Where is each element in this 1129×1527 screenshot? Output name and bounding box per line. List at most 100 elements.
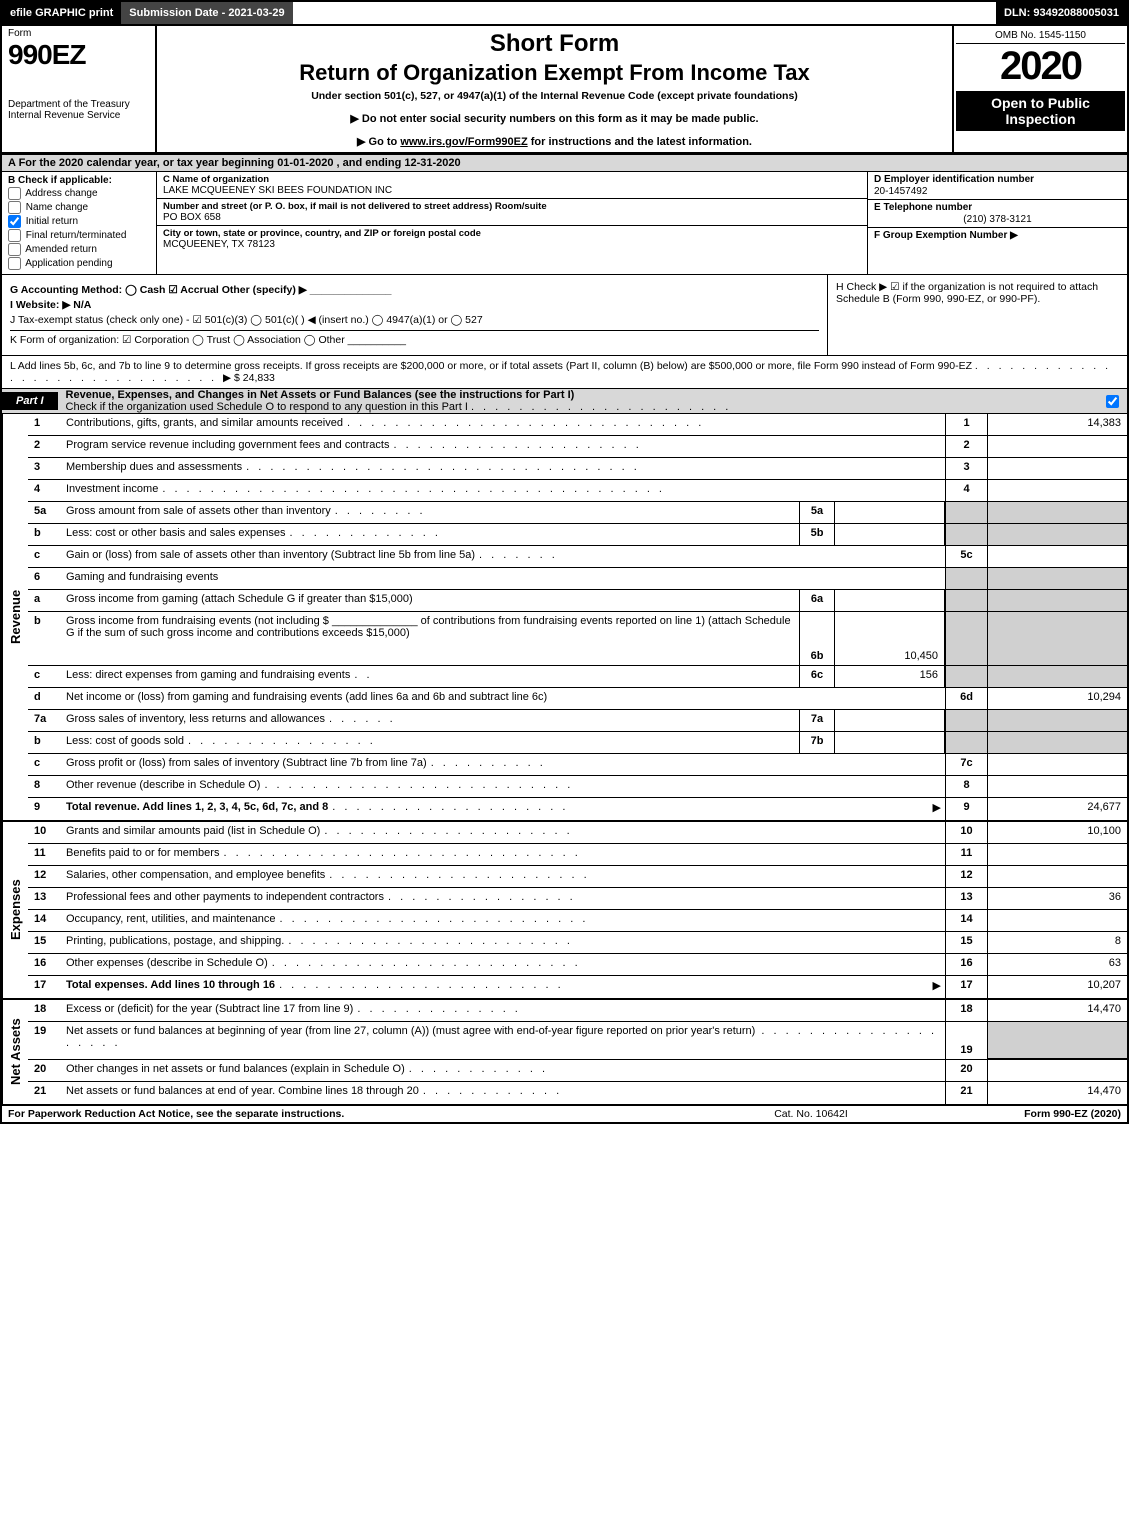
c-city-label: City or town, state or province, country…: [163, 228, 861, 239]
omb-number: OMB No. 1545-1150: [956, 28, 1125, 44]
note2-pre: ▶ Go to: [357, 136, 400, 148]
part1-subtitle: Check if the organization used Schedule …: [66, 401, 468, 413]
row-8: 8Other revenue (describe in Schedule O).…: [28, 776, 1127, 798]
arrow-icon: ▶: [933, 801, 941, 817]
row-20: 20Other changes in net assets or fund ba…: [28, 1060, 1127, 1082]
revenue-section: Revenue 1Contributions, gifts, grants, a…: [0, 414, 1129, 822]
col-def: D Employer identification number 20-1457…: [867, 172, 1127, 274]
b-label: B Check if applicable:: [8, 175, 150, 186]
net-assets-side-label: Net Assets: [2, 1000, 28, 1104]
row-6b: bGross income from fundraising events (n…: [28, 612, 1127, 666]
org-city: MCQUEENEY, TX 78123: [163, 239, 861, 250]
d-ein-value: 20-1457492: [874, 186, 1121, 197]
topbar-spacer: [293, 2, 996, 24]
note2-post: for instructions and the latest informat…: [528, 136, 752, 148]
org-street: PO BOX 658: [163, 212, 861, 223]
chk-final-return[interactable]: Final return/terminated: [8, 229, 150, 242]
row-5b: bLess: cost or other basis and sales exp…: [28, 524, 1127, 546]
row-7a: 7aGross sales of inventory, less returns…: [28, 710, 1127, 732]
dln-label: DLN: 93492088005031: [996, 2, 1127, 24]
row-12: 12Salaries, other compensation, and empl…: [28, 866, 1127, 888]
arrow-icon: ▶: [933, 979, 941, 995]
instructions-link-line: ▶ Go to www.irs.gov/Form990EZ for instru…: [167, 135, 942, 148]
row-1: 1Contributions, gifts, grants, and simil…: [28, 414, 1127, 436]
line-j-tax-exempt: J Tax-exempt status (check only one) - ☑…: [10, 314, 819, 331]
form-number: 990EZ: [8, 39, 149, 71]
c-street-label: Number and street (or P. O. box, if mail…: [163, 201, 861, 212]
row-14: 14Occupancy, rent, utilities, and mainte…: [28, 910, 1127, 932]
efile-print-label[interactable]: efile GRAPHIC print: [2, 2, 121, 24]
row-7c: cGross profit or (loss) from sales of in…: [28, 754, 1127, 776]
col-b-checkboxes: B Check if applicable: Address change Na…: [2, 172, 157, 274]
expenses-section: Expenses 10Grants and similar amounts pa…: [0, 822, 1129, 1000]
return-title: Return of Organization Exempt From Incom…: [167, 60, 942, 86]
ghijk-block: G Accounting Method: ◯ Cash ☑ Accrual Ot…: [0, 275, 1129, 355]
line-h-schedule-b: H Check ▶ ☑ if the organization is not r…: [836, 281, 1119, 305]
row-3: 3Membership dues and assessments. . . . …: [28, 458, 1127, 480]
row-21: 21Net assets or fund balances at end of …: [28, 1082, 1127, 1104]
line-l-gross-receipts: L Add lines 5b, 6c, and 7b to line 9 to …: [0, 355, 1129, 388]
row-6a: aGross income from gaming (attach Schedu…: [28, 590, 1127, 612]
col-c-org-name-address: C Name of organization LAKE MCQUEENEY SK…: [157, 172, 867, 274]
part1-schedule-o-checkbox[interactable]: [1106, 395, 1121, 408]
revenue-side-label: Revenue: [2, 414, 28, 820]
chk-amended-return[interactable]: Amended return: [8, 243, 150, 256]
identity-block: B Check if applicable: Address change Na…: [0, 172, 1129, 275]
tax-year: 2020: [956, 44, 1125, 89]
org-name: LAKE MCQUEENEY SKI BEES FOUNDATION INC: [163, 185, 861, 196]
irs-link[interactable]: www.irs.gov/Form990EZ: [400, 136, 527, 148]
row-5a: 5aGross amount from sale of assets other…: [28, 502, 1127, 524]
short-form-title: Short Form: [167, 30, 942, 58]
c-name-label: C Name of organization: [163, 174, 861, 185]
chk-initial-return[interactable]: Initial return: [8, 215, 150, 228]
top-bar: efile GRAPHIC print Submission Date - 20…: [0, 0, 1129, 24]
department-label: Department of the Treasury Internal Reve…: [8, 99, 149, 121]
line-a-tax-year: A For the 2020 calendar year, or tax yea…: [0, 155, 1129, 172]
form-word: Form: [8, 28, 149, 39]
open-to-public: Open to Public Inspection: [956, 91, 1125, 131]
chk-address-change[interactable]: Address change: [8, 187, 150, 200]
row-10: 10Grants and similar amounts paid (list …: [28, 822, 1127, 844]
row-6: 6Gaming and fundraising events: [28, 568, 1127, 590]
page-footer: For Paperwork Reduction Act Notice, see …: [0, 1106, 1129, 1124]
net-assets-section: Net Assets 18Excess or (deficit) for the…: [0, 1000, 1129, 1106]
part1-header: Part I Revenue, Expenses, and Changes in…: [0, 388, 1129, 414]
row-7b: bLess: cost of goods sold. . . . . . . .…: [28, 732, 1127, 754]
row-6c: cLess: direct expenses from gaming and f…: [28, 666, 1127, 688]
row-17: 17Total expenses. Add lines 10 through 1…: [28, 976, 1127, 998]
row-18: 18Excess or (deficit) for the year (Subt…: [28, 1000, 1127, 1022]
row-11: 11Benefits paid to or for members. . . .…: [28, 844, 1127, 866]
under-section-text: Under section 501(c), 527, or 4947(a)(1)…: [167, 90, 942, 102]
footer-form-id: Form 990-EZ (2020): [921, 1108, 1121, 1120]
header-right: OMB No. 1545-1150 2020 Open to Public In…: [952, 26, 1127, 152]
line-g-accounting: G Accounting Method: ◯ Cash ☑ Accrual Ot…: [10, 284, 819, 296]
submission-date-label: Submission Date - 2021-03-29: [121, 2, 292, 24]
header-left: Form 990EZ Department of the Treasury In…: [2, 26, 157, 152]
d-ein-label: D Employer identification number: [874, 174, 1034, 185]
ssn-warning: ▶ Do not enter social security numbers o…: [167, 112, 942, 125]
row-15: 15Printing, publications, postage, and s…: [28, 932, 1127, 954]
part1-tag: Part I: [2, 392, 58, 410]
line-k-form-org: K Form of organization: ☑ Corporation ◯ …: [10, 334, 819, 346]
line-i-website: I Website: ▶ N/A: [10, 299, 819, 311]
row-16: 16Other expenses (describe in Schedule O…: [28, 954, 1127, 976]
footer-cat-no: Cat. No. 10642I: [701, 1108, 921, 1120]
chk-name-change[interactable]: Name change: [8, 201, 150, 214]
part1-title: Revenue, Expenses, and Changes in Net As…: [66, 389, 575, 401]
row-2: 2Program service revenue including gover…: [28, 436, 1127, 458]
row-6d: dNet income or (loss) from gaming and fu…: [28, 688, 1127, 710]
row-19: 19Net assets or fund balances at beginni…: [28, 1022, 1127, 1060]
e-phone-value: (210) 378-3121: [874, 214, 1121, 225]
chk-application-pending[interactable]: Application pending: [8, 257, 150, 270]
header-center: Short Form Return of Organization Exempt…: [157, 26, 952, 152]
line-l-amount: ▶ $ 24,833: [223, 372, 275, 384]
row-4: 4Investment income. . . . . . . . . . . …: [28, 480, 1127, 502]
row-5c: cGain or (loss) from sale of assets othe…: [28, 546, 1127, 568]
f-group-label: F Group Exemption Number ▶: [874, 230, 1018, 241]
e-phone-label: E Telephone number: [874, 202, 972, 213]
ghijk-right: H Check ▶ ☑ if the organization is not r…: [827, 275, 1127, 355]
footer-paperwork-notice: For Paperwork Reduction Act Notice, see …: [8, 1108, 701, 1120]
form-header: Form 990EZ Department of the Treasury In…: [0, 24, 1129, 155]
row-13: 13Professional fees and other payments t…: [28, 888, 1127, 910]
ghijk-left: G Accounting Method: ◯ Cash ☑ Accrual Ot…: [2, 275, 827, 355]
